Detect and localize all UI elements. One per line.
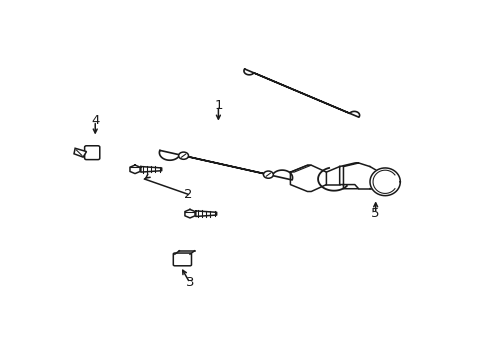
Circle shape bbox=[178, 152, 188, 159]
Polygon shape bbox=[369, 168, 400, 195]
Polygon shape bbox=[290, 165, 311, 172]
Text: 4: 4 bbox=[91, 114, 99, 127]
FancyBboxPatch shape bbox=[173, 253, 191, 266]
Circle shape bbox=[263, 171, 273, 178]
Polygon shape bbox=[141, 167, 162, 172]
Polygon shape bbox=[244, 69, 359, 117]
Polygon shape bbox=[339, 163, 358, 189]
Polygon shape bbox=[195, 211, 216, 216]
Text: 2: 2 bbox=[183, 188, 192, 201]
Polygon shape bbox=[74, 148, 86, 157]
Polygon shape bbox=[159, 150, 292, 180]
Text: 5: 5 bbox=[371, 207, 379, 220]
Text: 1: 1 bbox=[214, 99, 222, 112]
Polygon shape bbox=[290, 165, 326, 192]
Polygon shape bbox=[130, 165, 140, 174]
Text: 3: 3 bbox=[185, 276, 194, 289]
Polygon shape bbox=[184, 210, 195, 218]
FancyBboxPatch shape bbox=[84, 146, 100, 159]
